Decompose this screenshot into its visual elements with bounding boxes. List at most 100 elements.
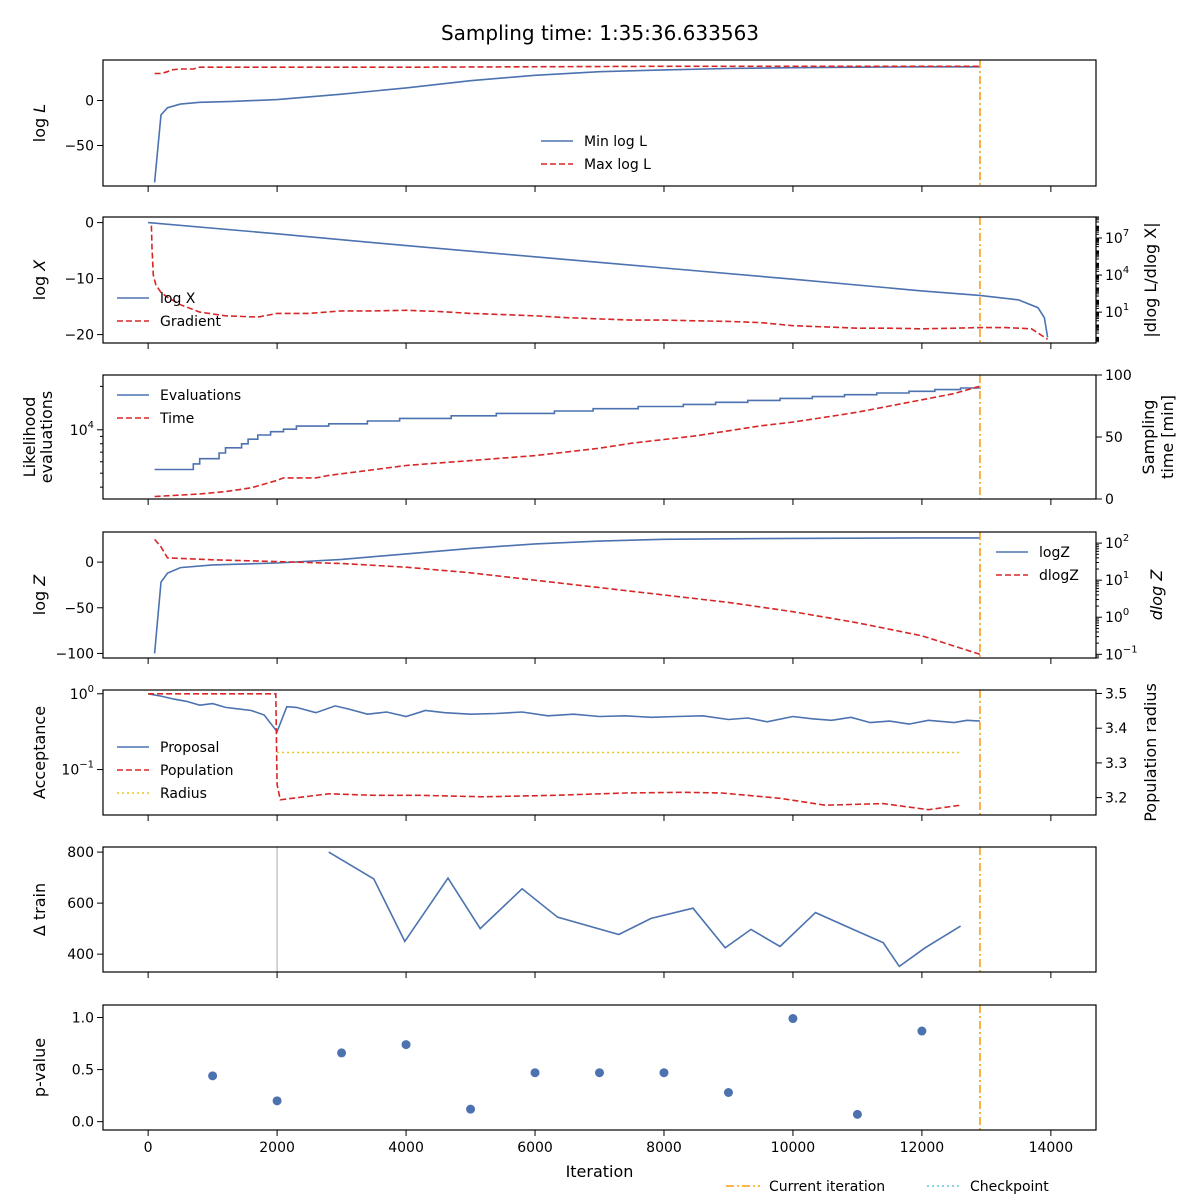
panel-logX: 0 −10 −20 107 104 101 log X |dlog L/dlog X| log … [30,216,1160,349]
y-tick-label: 100 [70,684,94,703]
panel-logL: 0 −50 log L Min log L Max log L [30,59,1097,192]
legend-label: Min log L [584,134,647,150]
x-tick-label: 0 [144,1140,153,1156]
y-right-tick-label: 101 [1105,302,1129,321]
series-logz [153,537,980,654]
y-tick-label: −20 [64,328,94,344]
y-right-tick-label: 107 [1105,228,1129,247]
legend-label: dlogZ [1039,568,1079,584]
series-max-log-l [154,65,980,75]
series-gradient [150,225,1049,340]
x-tick-label: 8000 [646,1140,682,1156]
series-evaluations [154,387,981,471]
legend-label: Evaluations [160,388,241,404]
y-right-tick-label: 3.3 [1105,756,1127,772]
y-tick-label: 0.5 [72,1063,94,1079]
panel-dtrain: 800 600 400 Δ train [30,845,1097,978]
legend-acceptance: Proposal Population Radius [117,740,234,802]
y-right-tick-label: 3.4 [1105,721,1127,737]
series-proposal [147,693,980,734]
x-tick-label: 4000 [388,1140,424,1156]
pvalue-point [466,1104,476,1114]
y-right-tick-label: 100 [1105,368,1132,384]
pvalue-point [401,1040,411,1050]
legend-logZ: logZ dlogZ [996,545,1079,584]
pvalue-point [208,1071,218,1081]
y-tick-label: 800 [67,845,94,861]
pvalue-point [272,1096,282,1106]
axes-frame [102,374,1097,500]
legend-label: Max log L [584,157,651,173]
y-right-tick-label: 0 [1105,492,1114,508]
x-tick-label: 2000 [259,1140,295,1156]
current-iteration-legend-label: Current iteration [769,1179,885,1195]
legend-label: logZ [1039,545,1070,561]
series-dlogz [153,538,981,656]
pvalue-point [852,1109,862,1119]
y-right-tick-label: 3.2 [1105,791,1127,807]
axes-frame [102,531,1097,659]
y-tick-label: 1.0 [72,1011,94,1027]
legend-logX: log X Gradient [117,291,221,330]
axes-frame [102,216,1097,344]
series-min-log-l [153,66,980,183]
series-time [154,385,981,498]
axes-frame [102,846,1097,973]
y-right-tick-label: 3.5 [1105,686,1127,702]
series-population [148,692,961,811]
pvalue-point [723,1088,733,1097]
legend-label: log X [160,291,196,307]
pvalue-point [917,1026,927,1036]
series-log-x [148,221,1049,338]
y-right-tick-label: 104 [1105,265,1129,284]
panel-acceptance: 100 10−1 3.5 3.4 3.3 3.2 Acceptance Population … [30,683,1160,822]
axes-frame [102,689,1097,816]
checkpoint-legend-label: Checkpoint [970,1179,1049,1195]
y-tick-label: 104 [70,420,94,439]
y-tick-label: 0.0 [72,1115,94,1131]
pvalue-point [337,1048,347,1058]
y-tick-label: −50 [64,601,94,617]
figure-title: Sampling time: 1:35:36.633563 [441,21,759,45]
x-tick-label: 14000 [1029,1140,1074,1156]
x-tick-label: 12000 [900,1140,945,1156]
legend-label: Population [160,763,234,779]
y-right-tick-label: 101 [1105,570,1129,589]
y-right-tick-label: 50 [1105,430,1123,446]
y-axis-label: p-value [30,1038,49,1097]
legend-label: Time [159,411,194,427]
y-right-tick-label: 10−1 [1105,644,1138,663]
axes-frame [102,1004,1097,1131]
legend-label: Proposal [160,740,219,756]
footer-legend: Current iteration Checkpoint [726,1179,1049,1195]
y-right-axis-label: |dlog L/dlog X| [1141,222,1160,337]
y-right-tick-label: 102 [1105,533,1129,552]
panel-evals: 104 100 50 0 Likelihoodevaluations Samplingti… [20,368,1177,508]
y-tick-label: 0 [85,555,94,571]
panel-logZ: 0 −50 −100 102 101 100 10−1 log Z dlog Z logZ dlog… [30,531,1166,664]
pvalue-point [530,1068,540,1078]
y-axis-label: log Z [30,574,49,615]
panel-pvalue: 0 2000 4000 6000 8000 10000 12000 14000 Iteratio… [30,1004,1097,1181]
axes-frame [102,59,1097,187]
pvalue-point [659,1068,669,1078]
legend-label: Gradient [160,314,221,330]
legend-logL: Min log L Max log L [541,134,651,173]
y-tick-label: −50 [64,139,94,155]
y-tick-label: 400 [67,947,94,963]
y-axis-label: Likelihoodevaluations [20,391,56,484]
y-axis-label: log X [30,259,49,300]
legend-evals: Evaluations Time [117,388,241,427]
y-tick-label: −100 [56,646,94,662]
y-right-tick-label: 100 [1105,607,1129,626]
x-tick-label: 6000 [517,1140,553,1156]
legend-label: Radius [160,786,207,802]
x-tick-label: 10000 [771,1140,816,1156]
y-axis-label: Acceptance [30,706,49,799]
y-tick-label: 0 [85,216,94,232]
y-axis-label: Δ train [30,883,49,936]
y-tick-label: 600 [67,896,94,912]
y-axis-label: log L [30,104,49,142]
y-right-axis-label: Population radius [1141,683,1160,822]
